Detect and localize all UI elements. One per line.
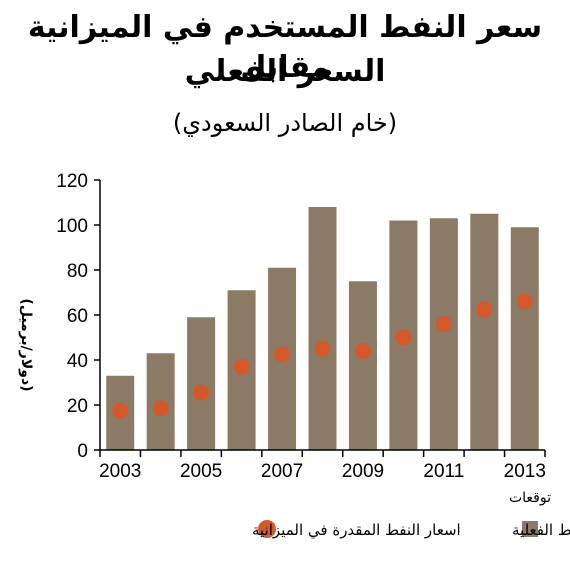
x-tick-label-2007: 2007 (261, 461, 303, 482)
y-tick-label-0: 0 (77, 441, 88, 462)
budget-dot-2011 (435, 316, 452, 332)
budget-dot-2006 (233, 358, 250, 375)
x-tick-label-2003: 2003 (99, 461, 141, 482)
chart-title-line1: سعر النفط المستخدم في الميزانية مقابل (27, 10, 543, 85)
budget-dot-2008 (314, 340, 331, 357)
y-tick-label-100: 100 (56, 216, 88, 237)
legend-swatch-budget (258, 520, 276, 538)
chart-title-line2: السعر الفعلي (184, 54, 386, 89)
y-tick-label-40: 40 (67, 351, 88, 372)
legend-label-actual: اسعار النفط الفعلية (512, 521, 570, 539)
bar-2011 (429, 218, 458, 450)
bar-2005 (187, 317, 216, 450)
x-tick-label-2009: 2009 (342, 461, 384, 482)
y-tick-label-60: 60 (67, 306, 88, 327)
budget-dot-2003 (112, 402, 129, 419)
y-axis-label: (دولار/برميل) (18, 298, 34, 391)
forecast-note: توقعات (509, 490, 551, 506)
budget-dot-2013 (516, 293, 533, 310)
bar-2012 (470, 213, 499, 450)
legend: اسعار النفط الفعلية اسعار النفط المقدرة … (252, 520, 570, 540)
y-tick-label-20: 20 (67, 396, 88, 417)
budget-dot-2009 (354, 343, 371, 359)
budget-dot-2005 (193, 384, 210, 401)
x-tick-label-2005: 2005 (180, 461, 222, 482)
bar-2013 (510, 227, 539, 450)
budget-dot-2004 (152, 400, 169, 417)
budget-dot-2007 (274, 346, 291, 363)
y-tick-label-120: 120 (56, 171, 88, 192)
legend-label-budget: اسعار النفط المقدرة في الميزانية (252, 521, 461, 540)
chart-subtitle: (خام الصادر السعودي) (172, 109, 398, 137)
y-tick-label-80: 80 (67, 261, 88, 282)
x-tick-label-2011: 2011 (423, 461, 464, 482)
x-tick-label-2013: 2013 (504, 461, 546, 482)
budget-dot-2010 (395, 329, 412, 346)
bar-2009 (348, 281, 377, 450)
legend-swatch-actual (522, 521, 538, 537)
budget-dot-2012 (476, 301, 493, 318)
bar-2008 (308, 207, 337, 450)
